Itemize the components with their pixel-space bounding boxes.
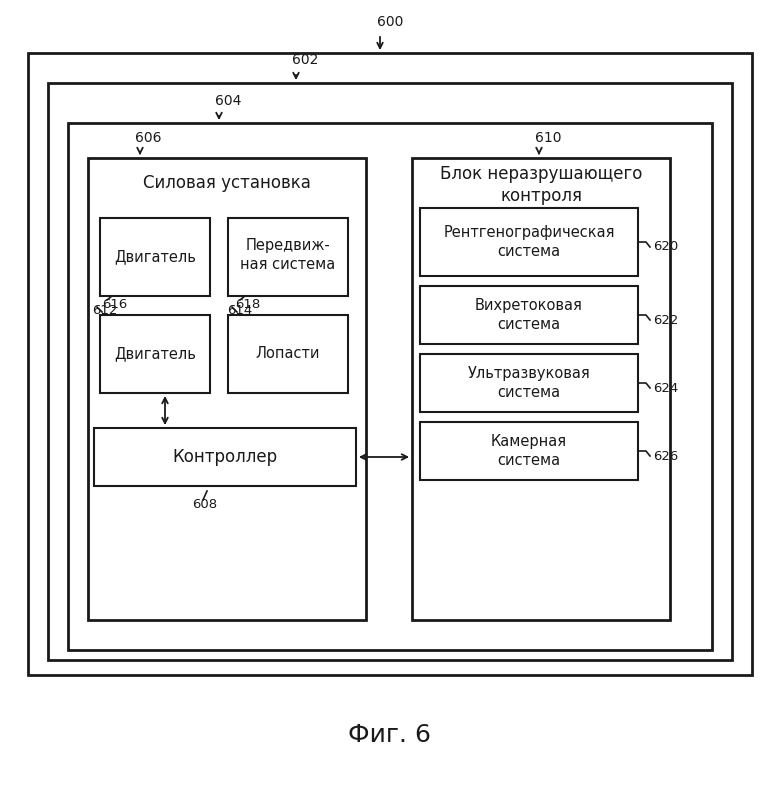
Text: 626: 626 <box>653 450 679 463</box>
Text: Рентгенографическая
система: Рентгенографическая система <box>443 225 615 259</box>
Text: Лопасти: Лопасти <box>256 347 321 361</box>
Bar <box>412 158 670 620</box>
Text: Силовая установка: Силовая установка <box>143 174 311 192</box>
Text: 610: 610 <box>535 131 562 145</box>
Text: 604: 604 <box>215 94 241 108</box>
Text: 600: 600 <box>377 15 403 29</box>
Bar <box>94 428 356 486</box>
Text: 616: 616 <box>102 299 128 311</box>
Text: 622: 622 <box>653 314 679 326</box>
Text: Ультразвуковая
система: Ультразвуковая система <box>468 366 590 400</box>
Bar <box>68 123 712 650</box>
Bar <box>100 218 210 296</box>
Bar <box>228 315 348 393</box>
Text: Вихретоковая
система: Вихретоковая система <box>475 299 583 332</box>
Text: Фиг. 6: Фиг. 6 <box>349 723 431 747</box>
Text: 614: 614 <box>228 304 253 318</box>
Bar <box>420 354 638 412</box>
Text: 620: 620 <box>653 241 679 253</box>
Bar <box>420 208 638 276</box>
Text: Двигатель: Двигатель <box>114 249 196 265</box>
Text: 612: 612 <box>92 304 118 318</box>
Text: Блок неразрушающего
контроля: Блок неразрушающего контроля <box>440 165 642 205</box>
Text: Контроллер: Контроллер <box>172 448 278 466</box>
Text: 606: 606 <box>135 131 161 145</box>
Text: 608: 608 <box>193 497 218 511</box>
Text: Камерная
система: Камерная система <box>491 434 567 468</box>
Bar <box>48 83 732 660</box>
Bar <box>420 286 638 344</box>
Bar <box>100 315 210 393</box>
Bar <box>420 422 638 480</box>
Text: 602: 602 <box>292 53 318 67</box>
Text: Двигатель: Двигатель <box>114 347 196 361</box>
Text: 618: 618 <box>236 299 261 311</box>
Bar <box>28 53 752 675</box>
Text: Передвиж-
ная система: Передвиж- ная система <box>240 238 335 272</box>
Bar <box>88 158 366 620</box>
Text: 624: 624 <box>653 382 679 394</box>
Bar <box>228 218 348 296</box>
